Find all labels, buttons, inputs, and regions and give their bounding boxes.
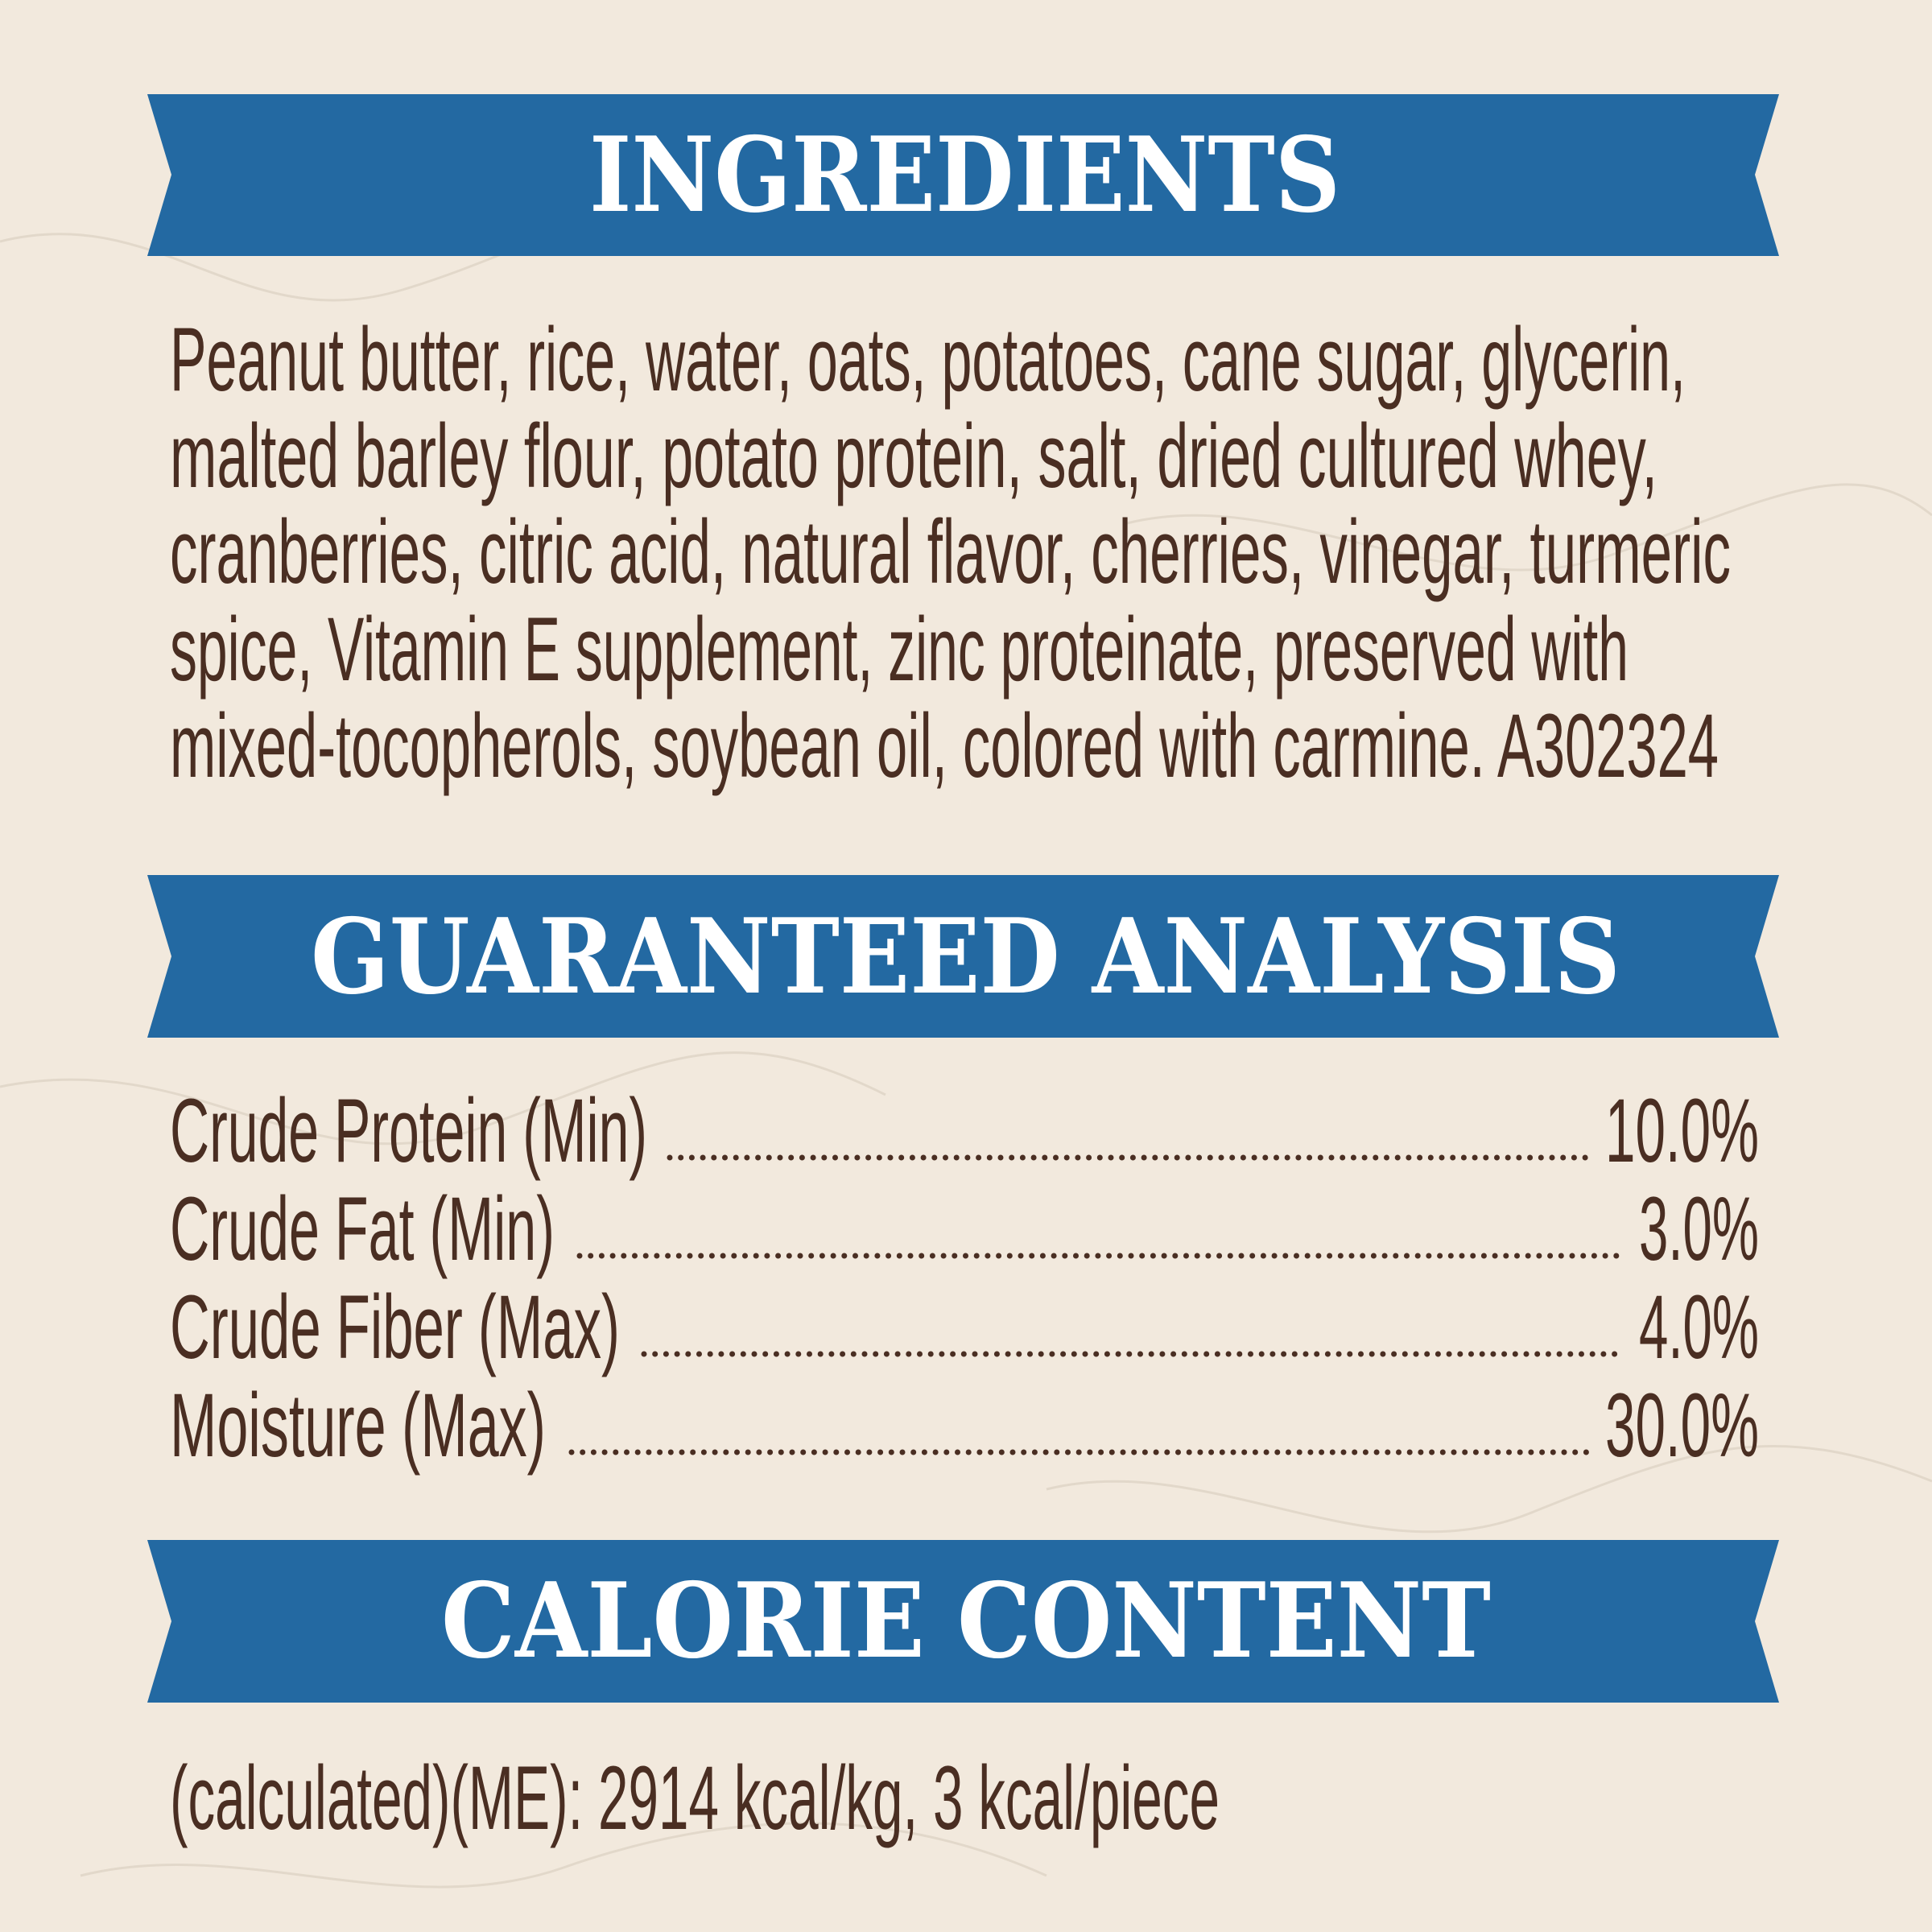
analysis-value: 4.0% [1639,1277,1759,1377]
analysis-value: 10.0% [1605,1080,1759,1181]
analysis-label: Crude Fiber (Max) [170,1277,620,1377]
analysis-row: Moisture (Max) 30.0% [170,1375,1759,1476]
analysis-label: Moisture (Max) [170,1375,546,1476]
ingredients-line: malted barley flour, potato protein, sal… [170,406,1657,506]
analysis-row: Crude Protein (Min) 10.0% [170,1080,1759,1181]
ingredients-line: Peanut butter, rice, water, oats, potato… [170,309,1686,410]
analysis-label: Crude Fat (Min) [170,1179,555,1279]
calorie-title: CALORIE CONTENT [441,1561,1491,1682]
ingredients-line: cranberries, citric acid, natural flavor… [170,502,1731,602]
calorie-text: (calculated)(ME): 2914 kcal/kg, 3 kcal/p… [170,1748,1220,1848]
analysis-banner [147,875,1779,1038]
ingredients-list: Peanut butter, rice, water, oats, potato… [170,309,1731,796]
analysis-value: 30.0% [1605,1375,1759,1476]
ingredients-line: spice, Vitamin E supplement, zinc protei… [170,599,1629,700]
ingredients-title: INGREDIENTS [589,115,1340,236]
analysis-table: Crude Protein (Min) 10.0% Crude Fat (Min… [170,1080,1759,1476]
analysis-value: 3.0% [1639,1179,1759,1279]
calorie-banner [147,1540,1779,1703]
ingredients-banner [147,94,1779,256]
ingredients-line: mixed-tocopherols, soybean oil, colored … [170,696,1719,796]
analysis-title: GUARANTEED ANALYSIS [311,897,1620,1018]
analysis-label: Crude Protein (Min) [170,1080,647,1181]
analysis-row: Crude Fiber (Max) 4.0% [170,1277,1759,1377]
analysis-row: Crude Fat (Min) 3.0% [170,1179,1759,1279]
